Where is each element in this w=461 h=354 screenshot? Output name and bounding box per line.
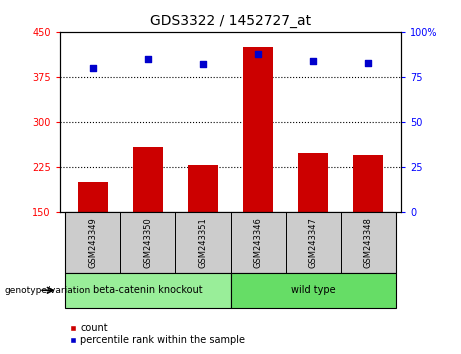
Point: [144, 56, 152, 62]
Point: [199, 62, 207, 67]
Text: genotype/variation: genotype/variation: [5, 286, 91, 295]
Bar: [298, 153, 328, 212]
Point: [254, 51, 262, 56]
Text: GSM243347: GSM243347: [308, 217, 318, 268]
Bar: [353, 155, 383, 212]
Bar: [78, 182, 108, 212]
Bar: [188, 165, 218, 212]
Point: [364, 60, 372, 65]
Bar: [230, 212, 285, 273]
Bar: [243, 47, 273, 212]
Bar: [65, 212, 120, 273]
Text: GSM243349: GSM243349: [89, 217, 97, 268]
Bar: [65, 273, 230, 308]
Bar: [230, 273, 396, 308]
Text: beta-catenin knockout: beta-catenin knockout: [93, 285, 203, 295]
Text: GSM243350: GSM243350: [143, 217, 153, 268]
Point: [309, 58, 317, 64]
Bar: [176, 212, 230, 273]
Text: GSM243346: GSM243346: [254, 217, 262, 268]
Text: wild type: wild type: [291, 285, 335, 295]
Text: GSM243348: GSM243348: [364, 217, 372, 268]
Legend: count, percentile rank within the sample: count, percentile rank within the sample: [65, 319, 249, 349]
Bar: [133, 147, 163, 212]
Text: GDS3322 / 1452727_at: GDS3322 / 1452727_at: [150, 14, 311, 28]
Bar: [285, 212, 341, 273]
Text: GSM243351: GSM243351: [199, 217, 207, 268]
Bar: [341, 212, 396, 273]
Bar: [120, 212, 176, 273]
Point: [89, 65, 97, 71]
